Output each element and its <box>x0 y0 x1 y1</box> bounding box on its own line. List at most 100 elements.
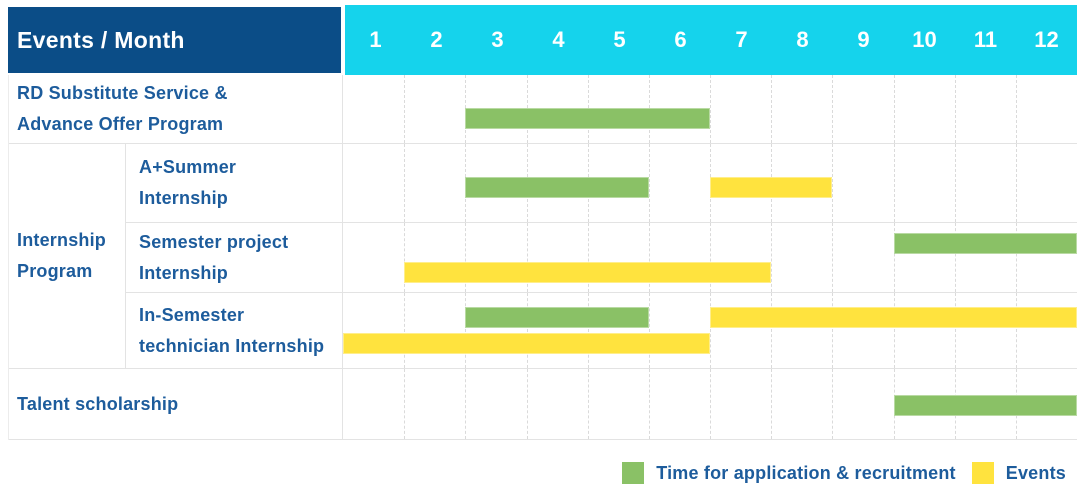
row-label-line: Internship <box>139 188 229 208</box>
gantt-bar-application <box>465 108 710 129</box>
month-gridline <box>954 75 956 143</box>
month-gridline <box>404 223 406 292</box>
month-label: 8 <box>796 27 809 52</box>
row-label-line: Talent scholarship <box>17 393 179 414</box>
month-gridline <box>648 144 650 222</box>
month-label: 7 <box>735 27 748 52</box>
chart-cell-rd-substitute <box>342 75 1077 144</box>
corner-header-label: Events / Month <box>17 26 185 53</box>
schedule-table: Events / Month 1 2 3 4 5 6 7 8 9 10 11 12 RD Substi… <box>8 5 1077 440</box>
month-gridline <box>771 75 773 143</box>
month-gridline <box>832 369 834 439</box>
gantt-bar-application <box>465 307 649 328</box>
month-gridline <box>404 369 406 439</box>
month-gridline <box>526 369 528 439</box>
month-gridline <box>465 223 467 292</box>
month-gridline <box>832 144 834 222</box>
gantt-bar-event <box>404 262 772 283</box>
month-gridline <box>771 369 773 439</box>
legend-swatch-events <box>971 462 994 484</box>
month-gridline <box>893 75 895 143</box>
legend-item-application: Time for application & recruitment <box>622 462 956 484</box>
gantt-bar-application <box>465 177 649 198</box>
month-label: 5 <box>613 27 626 52</box>
corner-header-cell: Events / Month <box>8 7 341 73</box>
month-gridline <box>648 293 650 368</box>
month-gridline <box>465 293 467 368</box>
month-gridline <box>465 369 467 439</box>
row-label-line: technician Internship <box>139 335 325 356</box>
month-gridline <box>893 293 895 368</box>
row-label-line: Internship <box>17 230 107 250</box>
month-label: 2 <box>430 27 443 52</box>
month-gridline <box>648 223 650 292</box>
chart-cell-semester-project <box>342 223 1077 293</box>
row-label-in-semester: In-Semester technician Internship <box>125 293 342 369</box>
month-gridline <box>832 293 834 368</box>
row-label-talent-scholarship: Talent scholarship <box>9 369 342 440</box>
month-gridline <box>587 293 589 368</box>
month-gridline <box>710 369 711 439</box>
month-gridline <box>526 223 528 292</box>
row-label-rd-substitute: RD Substitute Service & Advance Offer Pr… <box>9 75 342 144</box>
month-label: 4 <box>552 27 565 52</box>
row-label-line: Semester project <box>139 231 289 252</box>
month-label: 3 <box>491 27 504 52</box>
month-gridline <box>648 369 650 439</box>
gantt-bar-application <box>893 233 1077 254</box>
legend-label-events: Events <box>1005 462 1066 483</box>
month-gridline <box>1015 144 1017 222</box>
month-gridline <box>404 293 406 368</box>
month-label: 10 <box>912 27 937 52</box>
month-gridline <box>954 144 956 222</box>
month-label: 9 <box>857 27 870 52</box>
legend-item-events: Events <box>971 462 1066 484</box>
row-label-line: Advance Offer Program <box>17 114 224 134</box>
month-gridline <box>1015 293 1017 368</box>
month-header-row: 1 2 3 4 5 6 7 8 9 10 11 12 <box>345 5 1077 75</box>
month-gridline <box>1015 223 1017 292</box>
month-gridline <box>954 223 956 292</box>
row-label-line: Internship <box>139 262 229 283</box>
chart-cell-in-semester <box>342 293 1077 369</box>
row-label-line: RD Substitute Service & <box>17 83 228 103</box>
legend-swatch-application <box>622 462 645 484</box>
month-label: 1 <box>369 27 382 52</box>
table-body: RD Substitute Service & Advance Offer Pr… <box>8 75 1077 440</box>
gantt-bar-event <box>710 177 833 198</box>
month-label: 6 <box>674 27 687 52</box>
month-label: 11 <box>973 27 998 52</box>
month-gridline <box>404 144 406 222</box>
month-gridline <box>954 293 956 368</box>
month-gridline <box>1015 75 1017 143</box>
month-gridline <box>710 75 711 143</box>
gantt-bar-event <box>710 307 1077 328</box>
month-gridline <box>587 223 589 292</box>
row-label-line: In-Semester <box>139 304 245 325</box>
row-label-line: A+Summer <box>139 157 237 177</box>
row-label-semester-project: Semester project Internship <box>125 223 342 293</box>
month-gridline <box>771 293 773 368</box>
row-label-aplus-summer: A+Summer Internship <box>125 144 342 223</box>
month-gridline <box>587 369 589 439</box>
table-header: Events / Month 1 2 3 4 5 6 7 8 9 10 11 12 <box>8 5 1077 75</box>
row-label-line: Program <box>17 261 93 281</box>
gantt-bar-application <box>893 395 1077 416</box>
row-label-internship-program: Internship Program <box>9 144 125 369</box>
month-gridline <box>710 293 711 368</box>
month-gridline <box>404 75 406 143</box>
gantt-bar-event <box>343 333 710 354</box>
month-gridline <box>893 223 895 292</box>
month-gridline <box>893 144 895 222</box>
legend-label-application: Time for application & recruitment <box>656 462 956 483</box>
chart-cell-aplus-summer <box>342 144 1077 223</box>
month-gridline <box>832 223 834 292</box>
month-gridline <box>771 223 773 292</box>
legend: Time for application & recruitment Event… <box>622 461 1066 485</box>
month-gridline <box>710 223 711 292</box>
month-label: 12 <box>1034 27 1059 52</box>
chart-cell-talent-scholarship <box>342 369 1077 440</box>
month-gridline <box>832 75 834 143</box>
month-gridline <box>526 293 528 368</box>
